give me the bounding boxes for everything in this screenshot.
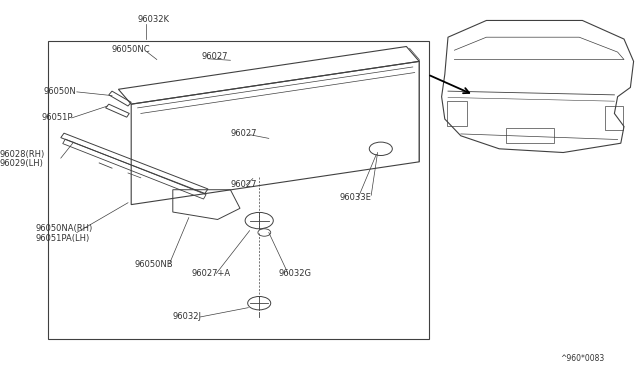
Text: 96050NB: 96050NB: [134, 260, 173, 269]
Text: ^960*0083: ^960*0083: [560, 355, 604, 363]
Text: 96050NC: 96050NC: [112, 45, 150, 54]
Text: 96032G: 96032G: [278, 269, 312, 278]
Text: 96050NA(RH): 96050NA(RH): [35, 224, 92, 233]
Text: 96033E: 96033E: [339, 193, 371, 202]
Bar: [48, 41, 429, 339]
Bar: [506, 128, 554, 143]
Bar: [447, 101, 467, 126]
Text: 96027: 96027: [230, 129, 257, 138]
Text: 96028(RH): 96028(RH): [0, 150, 45, 159]
Text: 96032J: 96032J: [173, 312, 202, 321]
Text: 96050N: 96050N: [44, 87, 76, 96]
Text: 96027: 96027: [202, 52, 228, 61]
Text: 96027: 96027: [230, 180, 257, 189]
Text: 96029(LH): 96029(LH): [0, 159, 44, 168]
Text: 96027+A: 96027+A: [192, 269, 231, 278]
Text: 96051PA(LH): 96051PA(LH): [35, 234, 90, 243]
Bar: [605, 106, 623, 130]
Text: 96051P: 96051P: [42, 113, 73, 122]
Text: 96032K: 96032K: [138, 15, 170, 24]
